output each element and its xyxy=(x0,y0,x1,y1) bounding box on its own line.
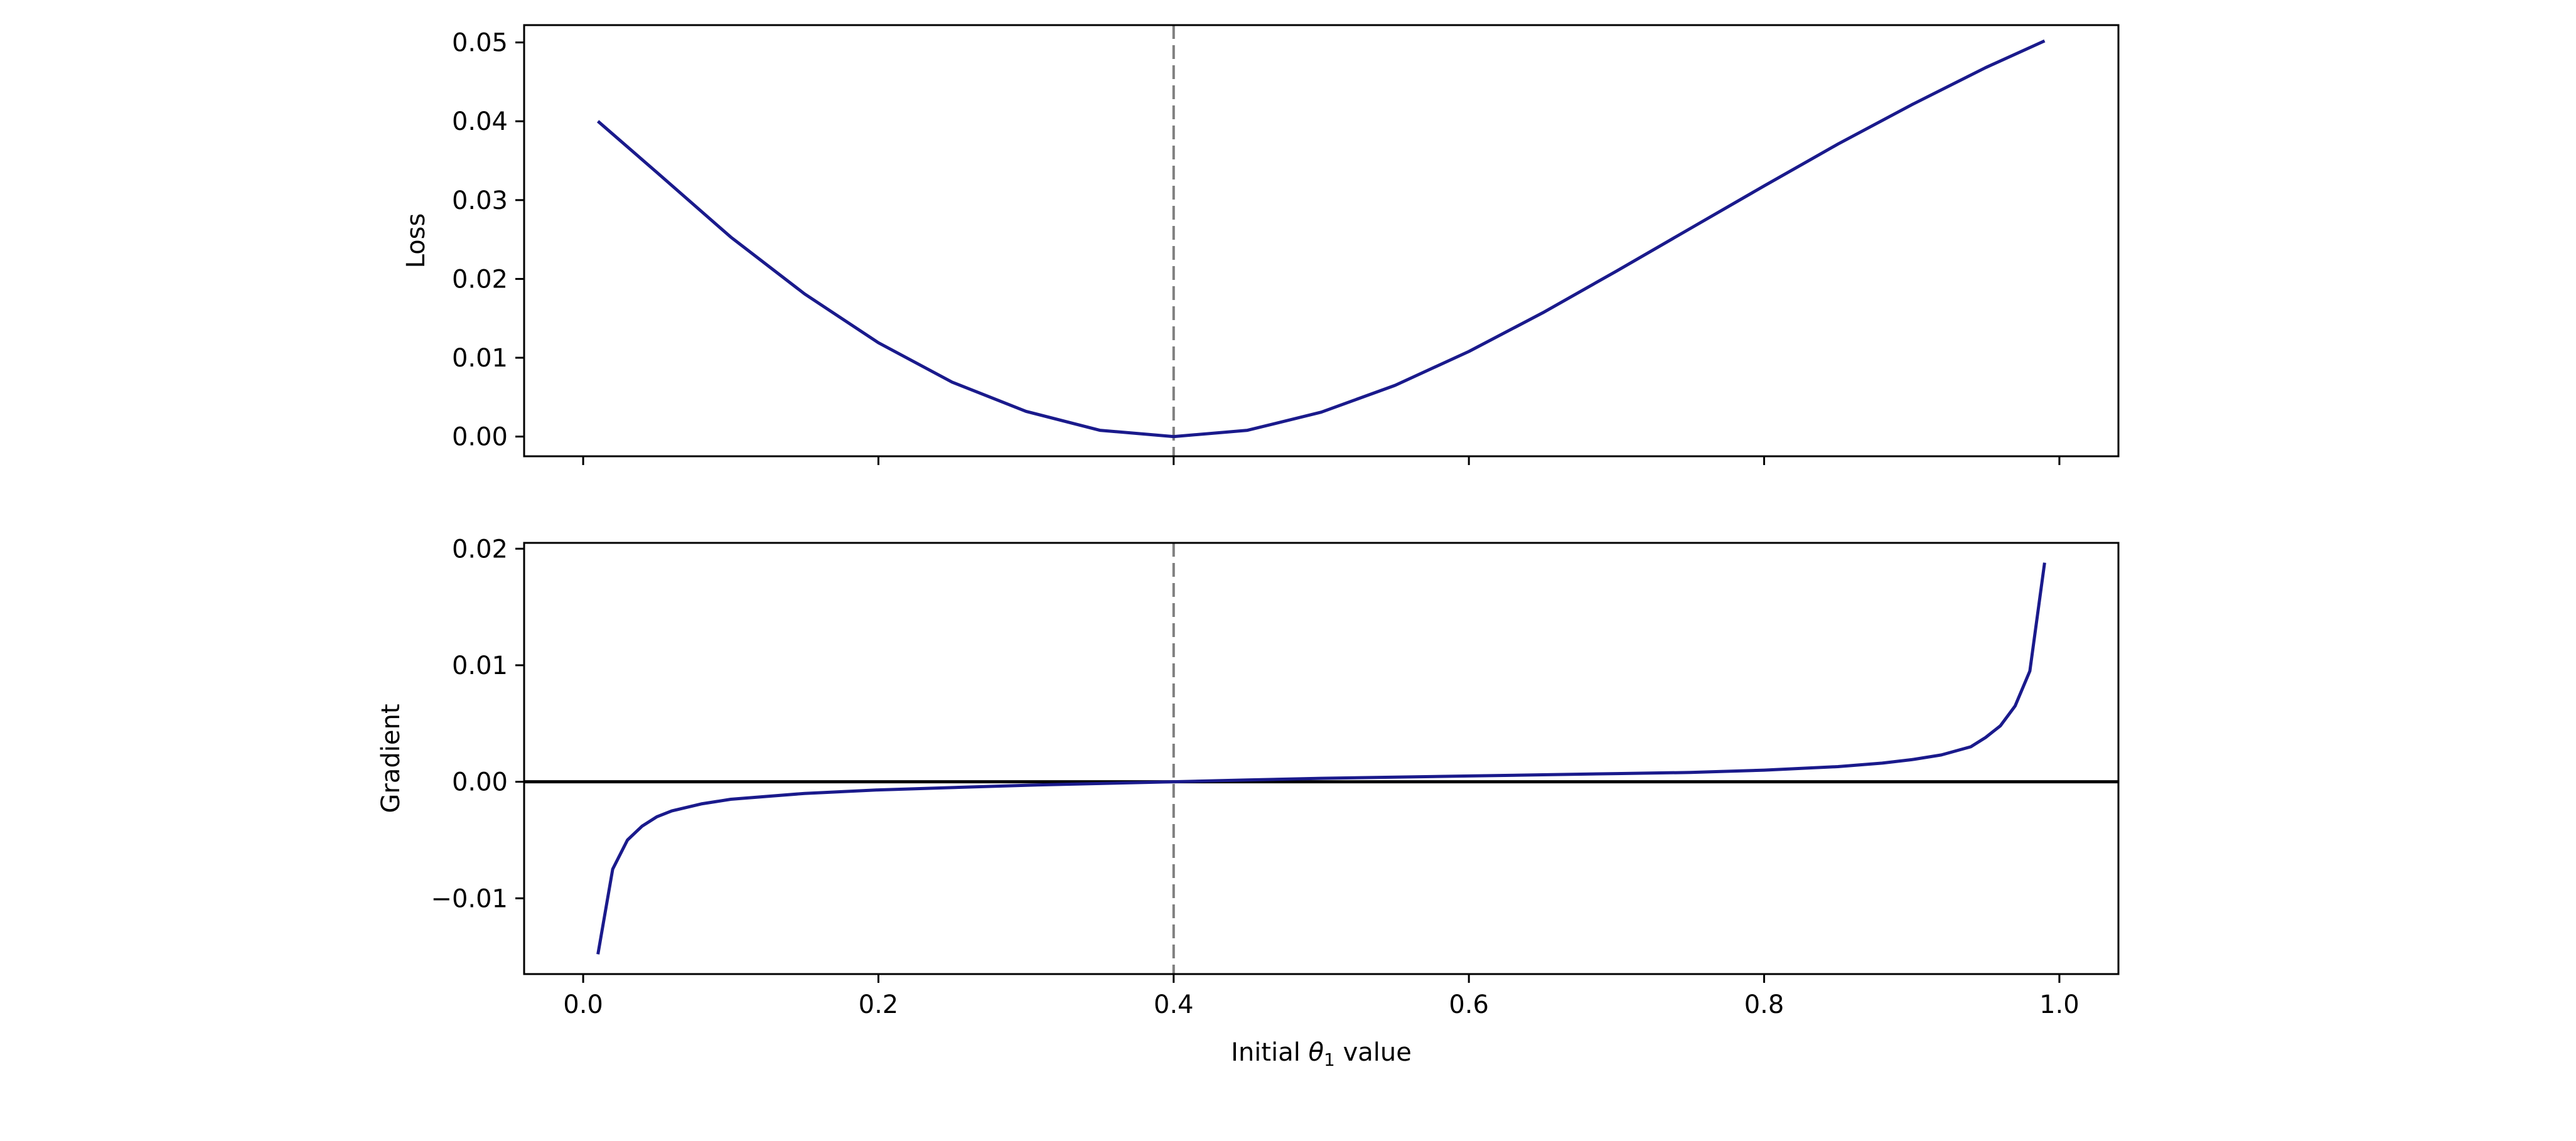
gradient-y-tick-label: 0.00 xyxy=(452,768,508,797)
gradient-x-tick-label: 0.8 xyxy=(1744,990,1784,1019)
gradient-series-line xyxy=(596,562,2046,955)
loss-y-tick-label: 0.00 xyxy=(452,423,508,452)
gradient-axes-frame xyxy=(523,542,2120,975)
loss-y-tick-label: 0.05 xyxy=(452,29,508,58)
gradient-x-tick-label: 0.0 xyxy=(563,990,603,1019)
loss-y-axis-label: Loss xyxy=(402,213,431,269)
gradient-y-axis-label: Gradient xyxy=(377,704,405,813)
gradient-x-tick-label: 0.2 xyxy=(859,990,899,1019)
loss-panel: 0.00 0.01 0.02 0.03 0.04 0.05 Loss xyxy=(402,24,2120,465)
loss-axes-frame xyxy=(523,24,2120,458)
gradient-y-tick-label: −0.01 xyxy=(431,884,508,913)
gradient-panel: 0.0 0.2 0.4 0.6 0.8 1.0 −0.01 0.00 0.01 0.02 Gra… xyxy=(377,535,2120,1070)
gradient-x-ticks: 0.0 0.2 0.4 0.6 0.8 1.0 xyxy=(563,974,2080,1019)
gradient-x-tick-label: 0.6 xyxy=(1449,990,1489,1019)
loss-y-tick-label: 0.02 xyxy=(452,265,508,294)
gradient-x-tick-label: 0.4 xyxy=(1154,990,1194,1019)
gradient-y-ticks: −0.01 0.00 0.01 0.02 xyxy=(431,535,524,913)
gradient-plot-marks xyxy=(524,543,2118,974)
loss-y-ticks: 0.00 0.01 0.02 0.03 0.04 0.05 xyxy=(452,29,524,452)
gradient-x-axis-label: Initial θ1 value xyxy=(1231,1038,1412,1070)
loss-y-tick-label: 0.04 xyxy=(452,107,508,136)
gradient-y-tick-label: 0.01 xyxy=(452,651,508,680)
loss-x-ticks xyxy=(582,456,2061,465)
gradient-y-tick-label: 0.02 xyxy=(452,535,508,564)
gradient-x-tick-label: 1.0 xyxy=(2039,990,2080,1019)
loss-y-tick-label: 0.01 xyxy=(452,344,508,373)
loss-series-line xyxy=(596,39,2046,439)
loss-y-tick-label: 0.03 xyxy=(452,186,508,215)
loss-plot-marks xyxy=(596,25,2046,456)
